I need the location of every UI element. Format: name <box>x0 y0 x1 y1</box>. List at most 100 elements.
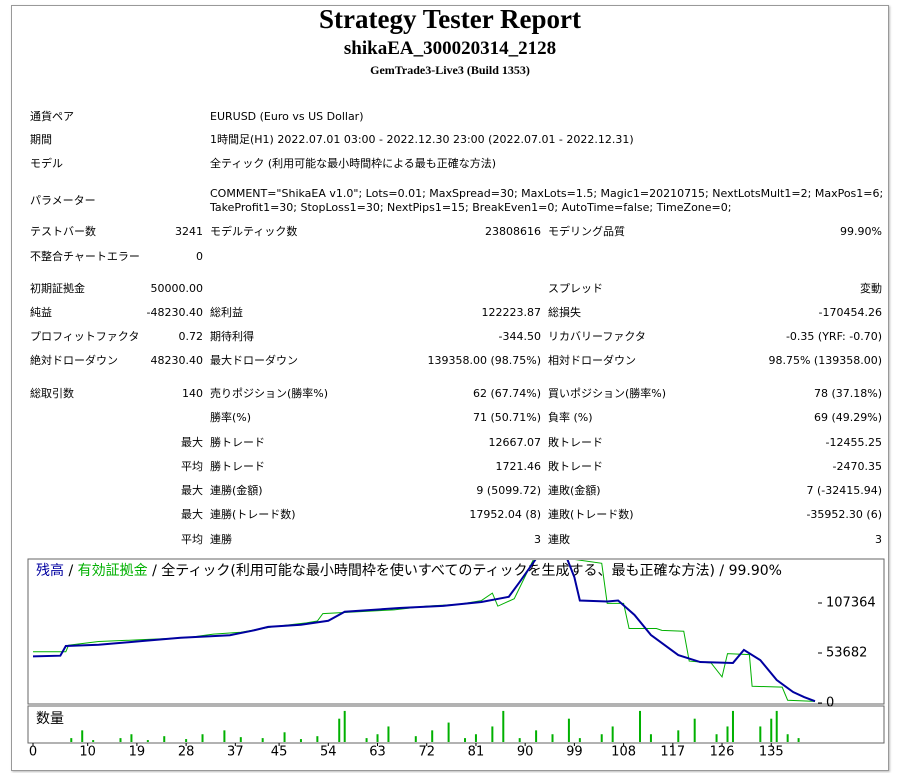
stat-value: -344.50 <box>498 330 541 343</box>
stat-label: 連敗(トレード数) <box>548 508 634 521</box>
volume-bar <box>677 730 680 742</box>
x-tick-label: 19 <box>129 745 146 760</box>
volume-bar <box>578 738 581 742</box>
volume-bar <box>130 734 133 742</box>
x-tick-label: 135 <box>759 745 784 760</box>
x-tick-label: 45 <box>271 745 288 760</box>
stat-value: 最大 <box>181 508 203 521</box>
volume-bar <box>299 739 302 742</box>
volume-label: 数量 <box>36 711 64 727</box>
info-value: COMMENT="ShikaEA v1.0"; Lots=0.01; MaxSp… <box>210 187 884 200</box>
stat-value: 62 (67.74%) <box>472 387 541 400</box>
volume-bar <box>261 738 264 742</box>
stat-value: 平均 <box>181 460 203 473</box>
volume-bar <box>567 718 570 742</box>
volume-bar <box>775 710 778 742</box>
stat-value: 17952.04 (8) <box>469 508 541 521</box>
stat-value: 7 (-32415.94) <box>806 484 882 497</box>
stat-label: プロフィットファクタ <box>30 330 140 343</box>
stat-label: 買いポジション(勝率%) <box>548 387 667 400</box>
y-tick-label: 107364 <box>826 596 876 611</box>
volume-bar <box>146 740 149 742</box>
volume-bar <box>797 738 800 742</box>
stat-value: 3 <box>534 533 541 546</box>
stat-value: 48230.40 <box>150 354 204 367</box>
stat-value: 12667.07 <box>488 436 542 449</box>
stat-label: 不整合チャートエラー <box>30 250 140 263</box>
volume-bar <box>731 710 734 742</box>
balance-chart: 残高 / 有効証拠金 / 全ティック(利用可能な最小時間枠を使いすべてのティック… <box>27 558 885 760</box>
stat-value: 3241 <box>175 225 203 238</box>
y-tick-label: 53682 <box>826 646 867 661</box>
stat-value: 98.75% (139358.00) <box>768 354 882 367</box>
volume-bar <box>551 734 554 742</box>
volume-bar <box>223 730 226 742</box>
series-line <box>32 560 816 703</box>
info-value: EURUSD (Euro vs US Dollar) <box>210 110 364 123</box>
stat-value: 1721.46 <box>495 460 542 473</box>
main-panel <box>27 558 885 705</box>
stat-value: 0.72 <box>178 330 204 343</box>
report-title: Strategy Tester Report <box>319 4 581 34</box>
info-value: 全ティック (利用可能な最小時間枠による最も正確な方法) <box>210 157 497 170</box>
stat-label: 連敗 <box>548 533 570 546</box>
stat-label: 負率 (%) <box>548 411 593 424</box>
volume-bar <box>535 730 538 742</box>
volume-bar <box>770 718 773 742</box>
stat-value: 9 (5099.72) <box>476 484 541 497</box>
volume-bar <box>759 726 762 742</box>
stat-value: 最大 <box>181 436 203 449</box>
stat-label: 総取引数 <box>30 387 74 400</box>
x-tick-label: 126 <box>710 745 735 760</box>
y-tick-label: 0 <box>826 696 834 711</box>
legend-equity: 有効証拠金 <box>78 563 148 579</box>
stat-value: 78 (37.18%) <box>813 387 882 400</box>
volume-bar <box>365 738 368 742</box>
stat-value: 99.90% <box>840 225 882 238</box>
stat-value: -12455.25 <box>825 436 882 449</box>
volume-bar <box>92 740 95 742</box>
volume-bar <box>474 734 477 742</box>
volume-bar <box>239 737 242 742</box>
x-tick-label: 37 <box>227 745 244 760</box>
volume-bar <box>343 710 346 742</box>
volume-bar <box>338 718 341 742</box>
x-tick-label: 0 <box>29 745 37 760</box>
info-label: 通貨ペア <box>30 110 74 123</box>
stat-value: 3 <box>875 533 882 546</box>
stat-label: 絶対ドローダウン <box>30 354 118 367</box>
stat-label: 勝率(%) <box>210 411 252 424</box>
stat-value: -35952.30 (6) <box>806 508 882 521</box>
stat-value: 71 (50.71%) <box>472 411 541 424</box>
volume-bar <box>201 734 204 742</box>
stat-label: 連勝(金額) <box>210 484 263 497</box>
x-tick-label: 99 <box>566 745 583 760</box>
stat-value: -0.35 (YRF: -0.70) <box>785 330 882 343</box>
legend-balance: 残高 <box>36 562 64 579</box>
series-line <box>33 560 816 702</box>
stat-value: -2470.35 <box>832 460 882 473</box>
report-subtitle: shikaEA_300020314_2128 <box>343 38 557 59</box>
volume-bar <box>464 738 467 742</box>
volume-bar <box>611 726 614 742</box>
volume-bar <box>518 738 521 742</box>
volume-bar <box>163 736 166 742</box>
x-tick-label: 72 <box>418 745 435 760</box>
x-tick-label: 108 <box>611 745 636 760</box>
info-label: 期間 <box>30 133 52 146</box>
stat-label: 敗トレード <box>548 436 603 449</box>
stat-label: 連勝(トレード数) <box>210 508 296 521</box>
x-tick-label: 10 <box>79 745 96 760</box>
info-value: TakeProfit1=30; StopLoss1=30; NextPips1=… <box>210 201 732 214</box>
stat-value: 140 <box>182 387 203 400</box>
volume-bar <box>119 738 122 742</box>
x-tick-label: 90 <box>517 745 534 760</box>
volume-bar <box>715 734 718 742</box>
stat-label: 初期証拠金 <box>30 282 85 295</box>
stat-label: 総損失 <box>548 306 581 319</box>
legend-separator: / <box>68 563 73 579</box>
volume-bar <box>491 726 494 742</box>
stat-value: -48230.40 <box>146 306 203 319</box>
stat-value: 50000.00 <box>150 282 204 295</box>
